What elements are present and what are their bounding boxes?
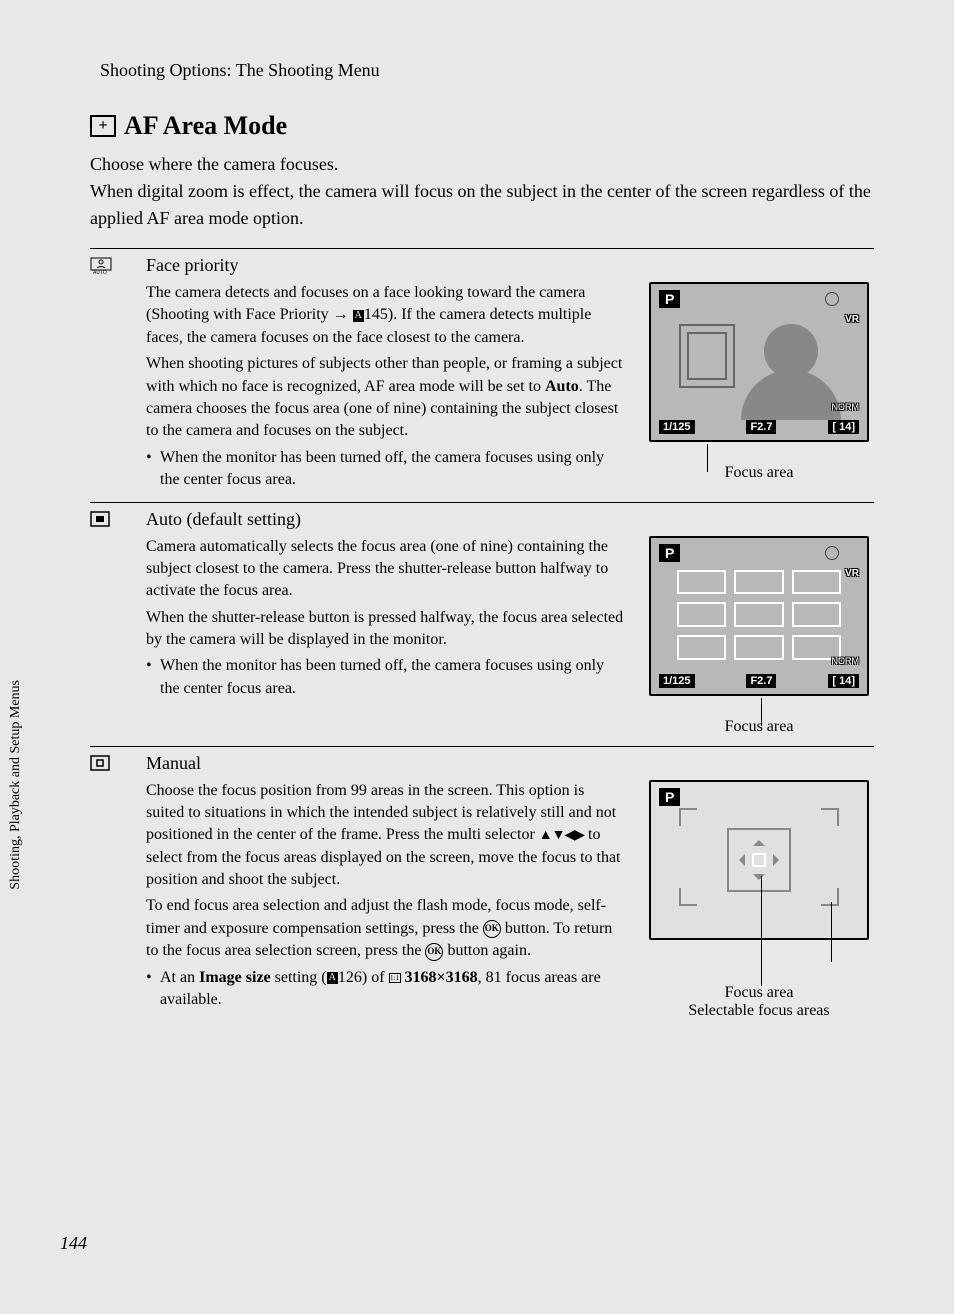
manual-figure: P: [644, 780, 874, 1020]
section-auto: Auto (default setting) Camera automatica…: [90, 502, 874, 746]
section-manual: Manual Choose the focus position from 99…: [90, 746, 874, 1030]
multi-selector-arrows-icon: ▲▼◀▶: [539, 828, 584, 843]
aspect-1-1-icon: 1:1: [389, 973, 401, 983]
figure-caption: Focus area: [644, 718, 874, 736]
auto-title: Auto (default setting): [146, 509, 874, 530]
shutter-speed: 1/125: [659, 420, 695, 434]
manual-title: Manual: [146, 753, 874, 774]
norm-label: NORM: [832, 656, 860, 666]
shutter-speed: 1/125: [659, 674, 695, 688]
aperture: F2.7: [746, 674, 776, 688]
face-priority-title: Face priority: [146, 255, 874, 276]
person-silhouette-icon: [741, 324, 841, 414]
remaining-shots: [ 14]: [828, 674, 859, 688]
lcd-preview-face: P VR NORM 1/125 F2.7: [649, 282, 869, 442]
reference-icon: A: [353, 310, 364, 322]
vr-label: VR: [845, 314, 859, 325]
auto-text: Camera automatically selects the focus a…: [146, 536, 624, 736]
vr-label: VR: [845, 568, 859, 579]
bullet-icon: •: [146, 655, 152, 700]
auto-mode-icon: [90, 509, 146, 736]
manual-text: Choose the focus position from 99 areas …: [146, 780, 624, 1020]
bullet-icon: •: [146, 447, 152, 492]
lcd-preview-auto: P VR NORM 1/125 F2.7 [ 14]: [649, 536, 869, 696]
heading-text: AF Area Mode: [124, 111, 287, 141]
vr-circle-icon: [825, 292, 839, 306]
auto-figure: P VR NORM 1/125 F2.7 [ 14]: [644, 536, 874, 736]
norm-label: NORM: [832, 402, 860, 412]
figure-caption: Focus area: [644, 464, 874, 482]
breadcrumb: Shooting Options: The Shooting Menu: [100, 60, 874, 81]
figure-caption-selectable: Selectable focus areas: [644, 1002, 874, 1020]
side-tab-label: Shooting, Playback and Setup Menus: [8, 680, 24, 890]
af-area-mode-icon: +: [90, 115, 116, 137]
manual-mode-icon: [90, 753, 146, 1020]
ok-button-icon: OK: [425, 943, 443, 961]
face-priority-icon: AUTO: [90, 255, 146, 492]
page-heading: + AF Area Mode: [90, 111, 874, 141]
mode-p-badge: P: [659, 788, 680, 806]
face-priority-figure: P VR NORM 1/125 F2.7: [644, 282, 874, 492]
aperture: F2.7: [746, 420, 776, 434]
vr-circle-icon: [825, 546, 839, 560]
face-focus-bracket: [679, 324, 735, 388]
remaining-shots: [ 14]: [828, 420, 859, 434]
intro-text: Choose where the camera focuses. When di…: [90, 151, 874, 232]
nine-area-grid: [677, 570, 841, 660]
face-priority-text: The camera detects and focuses on a face…: [146, 282, 624, 492]
reference-icon: A: [327, 972, 338, 984]
section-face-priority: AUTO Face priority The camera detects an…: [90, 248, 874, 502]
svg-text:AUTO: AUTO: [93, 270, 107, 275]
page-number: 144: [60, 1233, 87, 1254]
lcd-preview-manual: P: [649, 780, 869, 940]
mode-p-badge: P: [659, 544, 680, 562]
focus-nav-box: [727, 828, 791, 892]
mode-p-badge: P: [659, 290, 680, 308]
figure-caption-focus-area: Focus area: [644, 984, 874, 1002]
bullet-icon: •: [146, 967, 152, 1012]
ok-button-icon: OK: [483, 920, 501, 938]
